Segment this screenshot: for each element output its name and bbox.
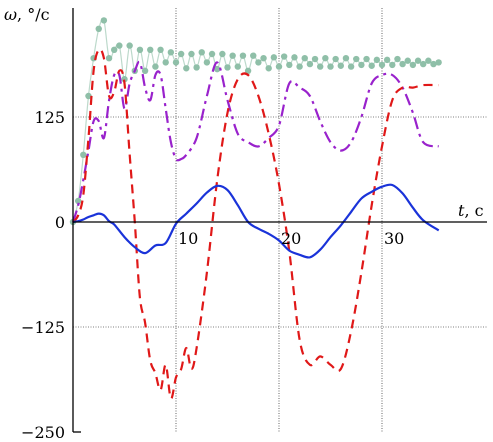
y-tick-label--250: −250 bbox=[21, 423, 65, 442]
series-green-point bbox=[172, 59, 180, 66]
series-green-point bbox=[363, 55, 370, 63]
series-green-point bbox=[152, 63, 159, 70]
grid bbox=[73, 8, 487, 432]
series-green-point bbox=[260, 55, 267, 62]
series-green-point bbox=[389, 61, 396, 69]
series-green-point bbox=[332, 55, 339, 63]
series-green-point bbox=[208, 50, 216, 58]
series-green-point bbox=[126, 42, 133, 49]
series-green-point bbox=[301, 55, 308, 62]
series-green-point bbox=[327, 63, 334, 70]
series-green-point bbox=[373, 56, 381, 64]
series-green-point bbox=[244, 67, 252, 75]
series-green-point bbox=[337, 62, 344, 69]
series-green-point bbox=[147, 46, 154, 53]
series-green-point bbox=[409, 61, 417, 69]
series-green-point bbox=[306, 60, 314, 68]
series-green bbox=[69, 17, 442, 226]
axes bbox=[72, 8, 487, 433]
series-green-point bbox=[157, 46, 164, 53]
series-blue-line bbox=[72, 183, 440, 259]
series-green-point bbox=[347, 63, 355, 70]
series-green-point bbox=[425, 57, 432, 64]
series-green-point bbox=[275, 63, 283, 70]
series-green-point bbox=[141, 67, 149, 75]
series-green-point bbox=[404, 57, 411, 64]
series-green-point bbox=[105, 55, 113, 62]
series-green-point bbox=[116, 42, 123, 49]
x-tick-label-30: 30 bbox=[384, 229, 404, 248]
series-green-point bbox=[177, 50, 185, 58]
x-axis-unit: , c bbox=[464, 201, 483, 220]
series-green-point bbox=[183, 65, 190, 72]
series-green-point bbox=[193, 64, 200, 71]
series-green-point bbox=[80, 151, 87, 158]
series-green-point bbox=[358, 61, 365, 69]
series-green-point bbox=[317, 63, 324, 70]
y-axis-label: ω, °/c bbox=[4, 5, 50, 24]
x-axis-symbol: t bbox=[458, 201, 465, 220]
series-green-point bbox=[74, 197, 82, 205]
series-green-point bbox=[291, 54, 298, 61]
series-green-point bbox=[342, 55, 350, 62]
series-green-point bbox=[198, 49, 205, 56]
x-axis-label: t, c bbox=[458, 201, 484, 220]
series-green-point bbox=[322, 55, 329, 62]
y-axis-unit: , °/c bbox=[17, 5, 50, 24]
series-red-line bbox=[72, 48, 439, 400]
tick-labels: 10 20 30 125 0 −125 −250 bbox=[21, 108, 404, 442]
series-green-point bbox=[435, 59, 442, 66]
series-green-line bbox=[72, 18, 439, 223]
series-green-point bbox=[255, 59, 262, 66]
series-green-point bbox=[353, 55, 360, 63]
series-green-point bbox=[162, 59, 169, 66]
series-green-point bbox=[136, 46, 144, 53]
series-green-point bbox=[399, 60, 406, 68]
y-tick-label--125: −125 bbox=[21, 318, 65, 337]
series-green-point bbox=[239, 52, 247, 59]
series-green-point bbox=[214, 65, 221, 73]
series-green-point bbox=[95, 25, 102, 32]
series-purple-line bbox=[71, 60, 439, 223]
series-green-point bbox=[188, 50, 195, 58]
series-green-point bbox=[121, 76, 128, 83]
series-green-point bbox=[378, 61, 386, 69]
series-green-point bbox=[368, 62, 375, 69]
y-tick-label-0: 0 bbox=[55, 213, 65, 232]
series-green-point bbox=[383, 56, 391, 64]
series-green-point bbox=[203, 59, 211, 66]
series-green-point bbox=[296, 63, 303, 70]
x-tick-label-10: 10 bbox=[178, 229, 198, 248]
series-green-point bbox=[286, 61, 293, 69]
series-green-point bbox=[420, 60, 427, 68]
y-axis-symbol: ω bbox=[4, 5, 17, 24]
series-layer bbox=[69, 17, 442, 400]
series-green-point bbox=[167, 49, 175, 56]
series-green-point bbox=[100, 17, 108, 24]
series-green-point bbox=[265, 65, 272, 72]
series-green-point bbox=[234, 63, 241, 70]
x-tick-label-20: 20 bbox=[281, 229, 301, 248]
series-green-point bbox=[414, 57, 422, 64]
series-green-point bbox=[311, 55, 319, 63]
series-green-point bbox=[111, 46, 118, 53]
series-green-point bbox=[270, 54, 278, 61]
series-green-point bbox=[394, 55, 401, 63]
series-green-point bbox=[229, 52, 236, 59]
series-green-point bbox=[224, 64, 231, 71]
series-green-point bbox=[280, 53, 288, 60]
series-green-point bbox=[219, 50, 226, 58]
y-tick-label-125: 125 bbox=[34, 108, 65, 127]
series-green-point bbox=[250, 52, 257, 59]
series-green-point bbox=[85, 92, 92, 100]
series-green-point bbox=[430, 60, 437, 68]
